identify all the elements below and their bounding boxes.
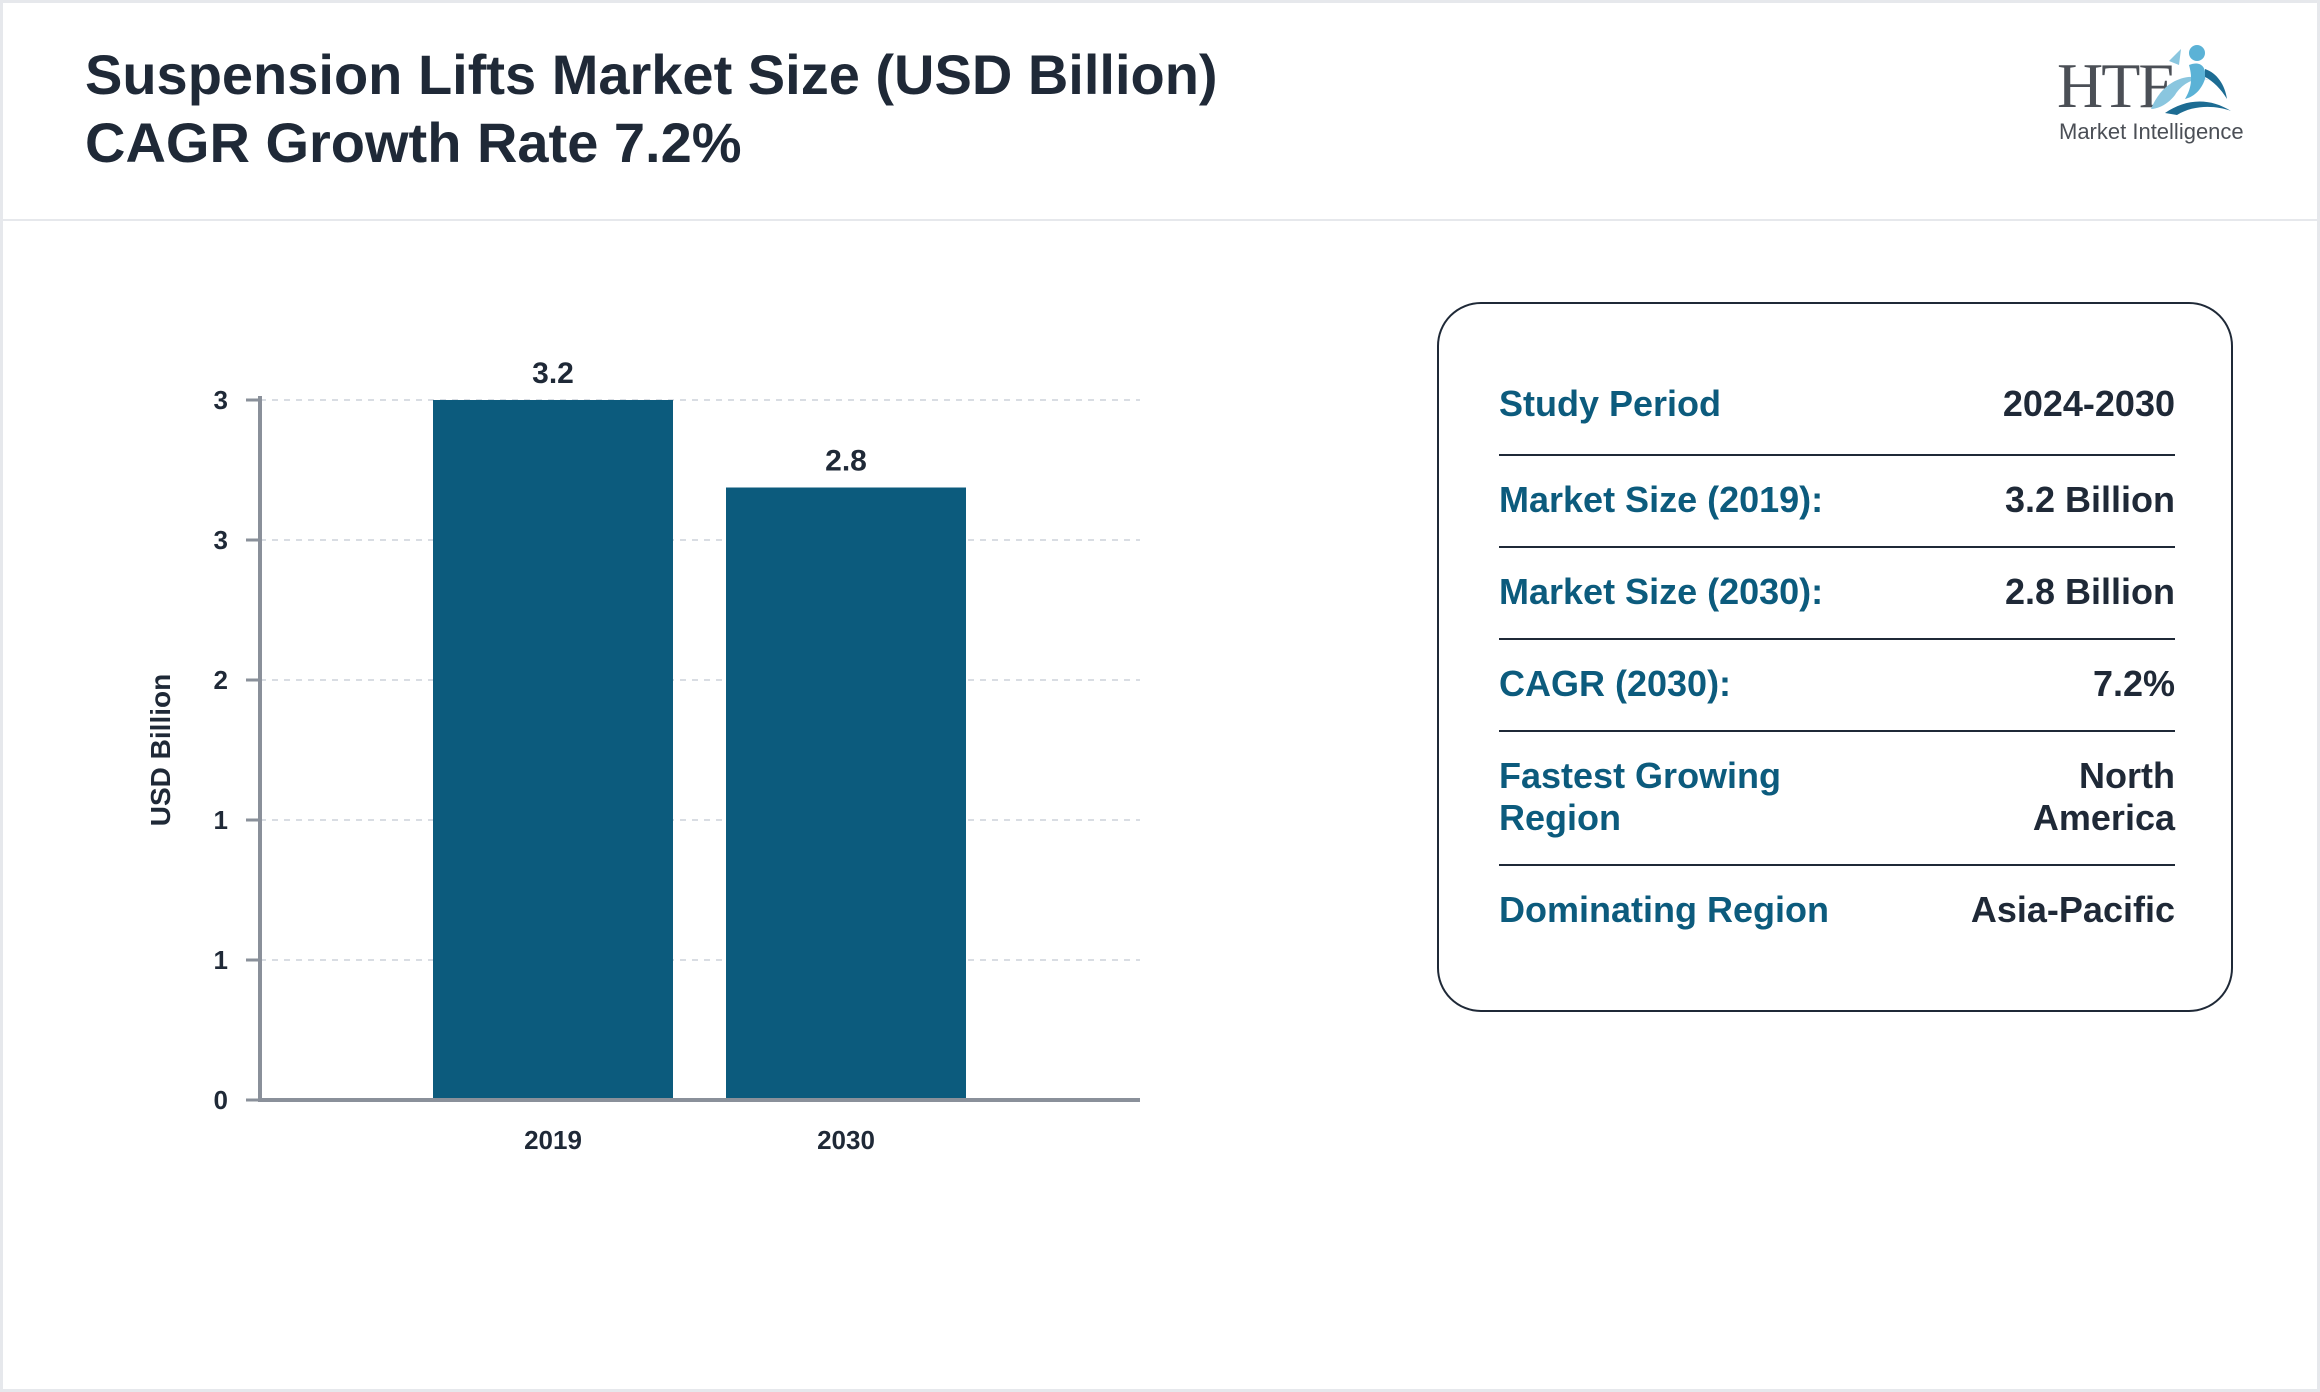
info-row: CAGR (2030): 7.2% [1499,638,2175,732]
data-label: 2.8 [825,445,867,478]
logo-subtitle: Market Intelligence [2059,119,2244,144]
htf-logo: HTF Market Intelligence [2053,39,2244,149]
chart-data-labels: 3.2 2.8 [532,357,867,478]
info-row-label: Fastest Growing Region [1499,755,1782,838]
bar [433,400,673,1100]
info-row: Market Size (2019): 3.2 Billion [1499,454,2175,548]
title-line-1: Suspension Lifts Market Size (USD Billio… [85,43,1218,106]
data-label: 3.2 [532,357,574,390]
info-row-value: North America [2032,755,2175,838]
chart-y-ticks: 0 1 1 2 3 3 [214,385,260,1115]
x-tick-label: 2030 [817,1125,875,1155]
chart-x-labels: 2019 2030 [524,1125,875,1155]
info-row: Study Period 2024-2030 [1499,354,2175,456]
logo-wordmark: HTF [2057,50,2174,121]
x-tick-label: 2019 [524,1125,582,1155]
y-tick-label: 1 [214,805,228,835]
y-tick-label: 1 [214,945,228,975]
header: Suspension Lifts Market Size (USD Billio… [3,3,2317,221]
y-tick-label: 3 [214,525,228,555]
bar [726,487,966,1100]
info-row: Fastest Growing Region North America [1499,730,2175,866]
info-row-value: Asia-Pacific [1970,889,2175,930]
page-title: Suspension Lifts Market Size (USD Billio… [85,41,1218,177]
info-row-value: 2024-2030 [2002,383,2175,424]
info-row-value: 2.8 Billion [2004,571,2175,612]
title-line-2: CAGR Growth Rate 7.2% [85,111,742,174]
info-row-label: Study Period [1499,383,1722,424]
market-info-card: Study Period 2024-2030 Market Size (2019):… [1437,302,2233,1012]
info-row-label: Dominating Region [1499,889,1829,930]
chart-axes [258,396,1140,1102]
info-row-label: Market Size (2019): [1499,479,1824,520]
info-row-label: Market Size (2030): [1499,571,1824,612]
info-row-value: 3.2 Billion [2004,479,2175,520]
y-tick-label: 2 [214,665,228,695]
chart-gridlines [260,399,1140,961]
chart-bars [433,400,966,1100]
y-tick-label: 3 [214,385,228,415]
info-row: Dominating Region Asia-Pacific [1499,864,2175,956]
htf-swirl-figure-icon [2151,45,2231,115]
info-row: Market Size (2030): 2.8 Billion [1499,546,2175,640]
y-axis-title: USD Billion [145,674,176,826]
bar-chart: 0 1 1 2 3 3 2019 2030 3.2 2.8 USD Billion [145,357,1140,1155]
y-tick-label: 0 [214,1085,228,1115]
info-row-label: CAGR (2030): [1499,663,1732,704]
info-row-value: 7.2% [2092,663,2175,704]
